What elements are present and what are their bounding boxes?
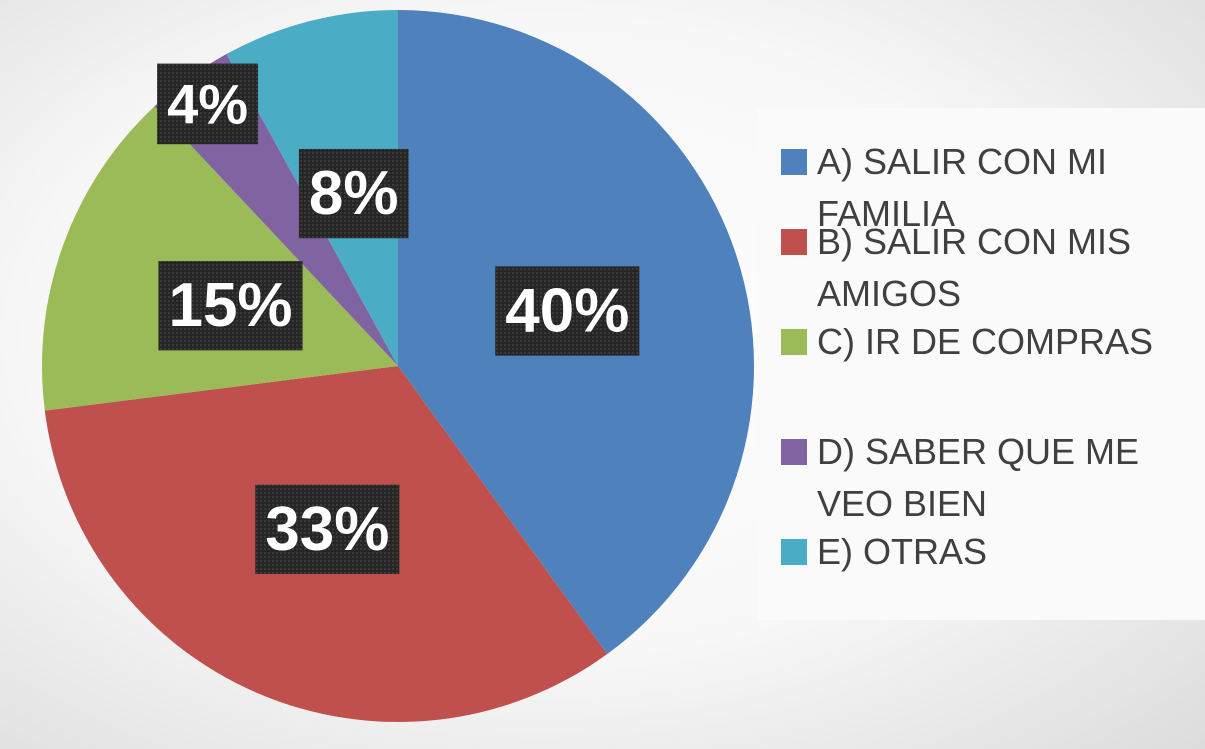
legend: A) SALIR CON MI FAMILIA B) SALIR CON MIS … xyxy=(757,108,1205,620)
legend-swatch xyxy=(781,229,807,255)
legend-swatch xyxy=(781,149,807,175)
legend-label: B) SALIR CON MIS AMIGOS xyxy=(817,221,1132,314)
data-label: 15% xyxy=(168,271,292,340)
legend-entry: A) SALIR CON MI FAMILIA xyxy=(781,136,1201,240)
data-label-box xyxy=(158,261,303,351)
legend-entry: D) SABER QUE ME VEO BIEN xyxy=(781,426,1201,530)
data-label-box xyxy=(298,148,409,239)
data-label: 33% xyxy=(265,495,389,564)
pie-slice xyxy=(42,106,399,411)
data-label-box xyxy=(255,484,400,575)
data-label: 4% xyxy=(167,72,248,135)
legend-entry: E) OTRAS xyxy=(781,526,1201,578)
legend-label: E) OTRAS xyxy=(817,531,988,572)
data-label-box xyxy=(157,63,259,145)
legend-label: A) SALIR CON MI FAMILIA xyxy=(817,141,1108,234)
legend-swatch xyxy=(781,539,807,565)
legend-swatch xyxy=(781,329,807,355)
legend-entry: B) SALIR CON MIS AMIGOS xyxy=(781,216,1201,320)
legend-entry: C) IR DE COMPRAS xyxy=(781,316,1201,368)
data-label: 40% xyxy=(505,276,629,345)
legend-swatch xyxy=(781,439,807,465)
data-label: 8% xyxy=(309,159,399,228)
legend-label: D) SABER QUE ME VEO BIEN xyxy=(817,431,1140,524)
data-label-box xyxy=(495,266,640,356)
legend-label: C) IR DE COMPRAS xyxy=(817,321,1154,362)
